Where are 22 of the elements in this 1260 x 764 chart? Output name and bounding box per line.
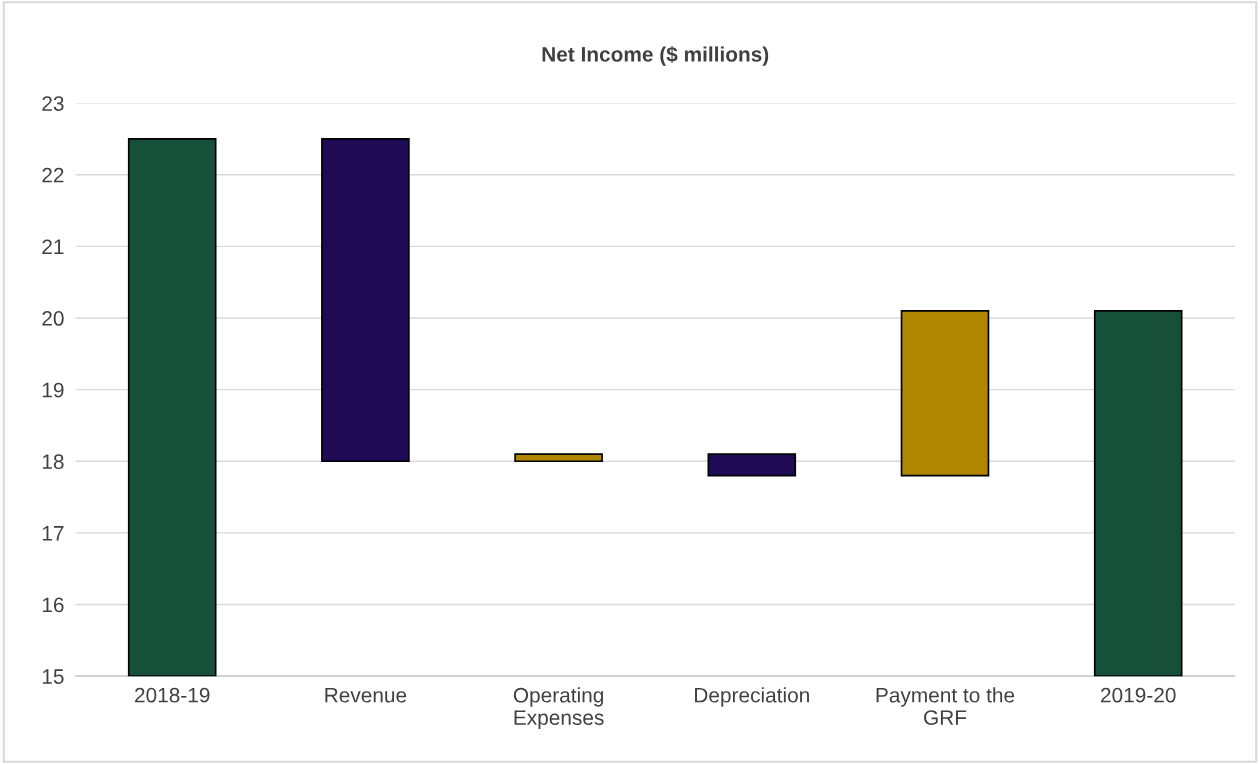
y-tick-label: 20 — [42, 311, 64, 326]
bar — [1093, 310, 1183, 677]
x-tick-label: Revenue — [325, 688, 407, 703]
y-tick-label: 22 — [42, 167, 64, 183]
bar — [707, 453, 797, 477]
y-tick-label: 21 — [42, 239, 64, 254]
y-tick-label: 17 — [42, 526, 64, 541]
x-tick-label: Depreciation — [695, 687, 809, 707]
y-tick-label: 18 — [42, 454, 64, 470]
y-tick-label: 16 — [42, 597, 64, 613]
y-tick-label: 23 — [42, 96, 64, 111]
bar — [127, 138, 217, 677]
x-tick-label: Operating Expenses — [513, 687, 604, 730]
x-tick-label: Payment to the GRF — [876, 687, 1015, 725]
chart-title: Net Income ($ millions) — [542, 46, 769, 66]
x-tick-label: 2018-19 — [135, 687, 210, 703]
bar — [321, 138, 410, 463]
y-tick-label: 15 — [42, 669, 64, 684]
x-tick-label: 2019-20 — [1101, 687, 1176, 703]
y-tick-label: 19 — [42, 382, 64, 398]
bar — [900, 310, 990, 477]
bar — [514, 453, 603, 463]
